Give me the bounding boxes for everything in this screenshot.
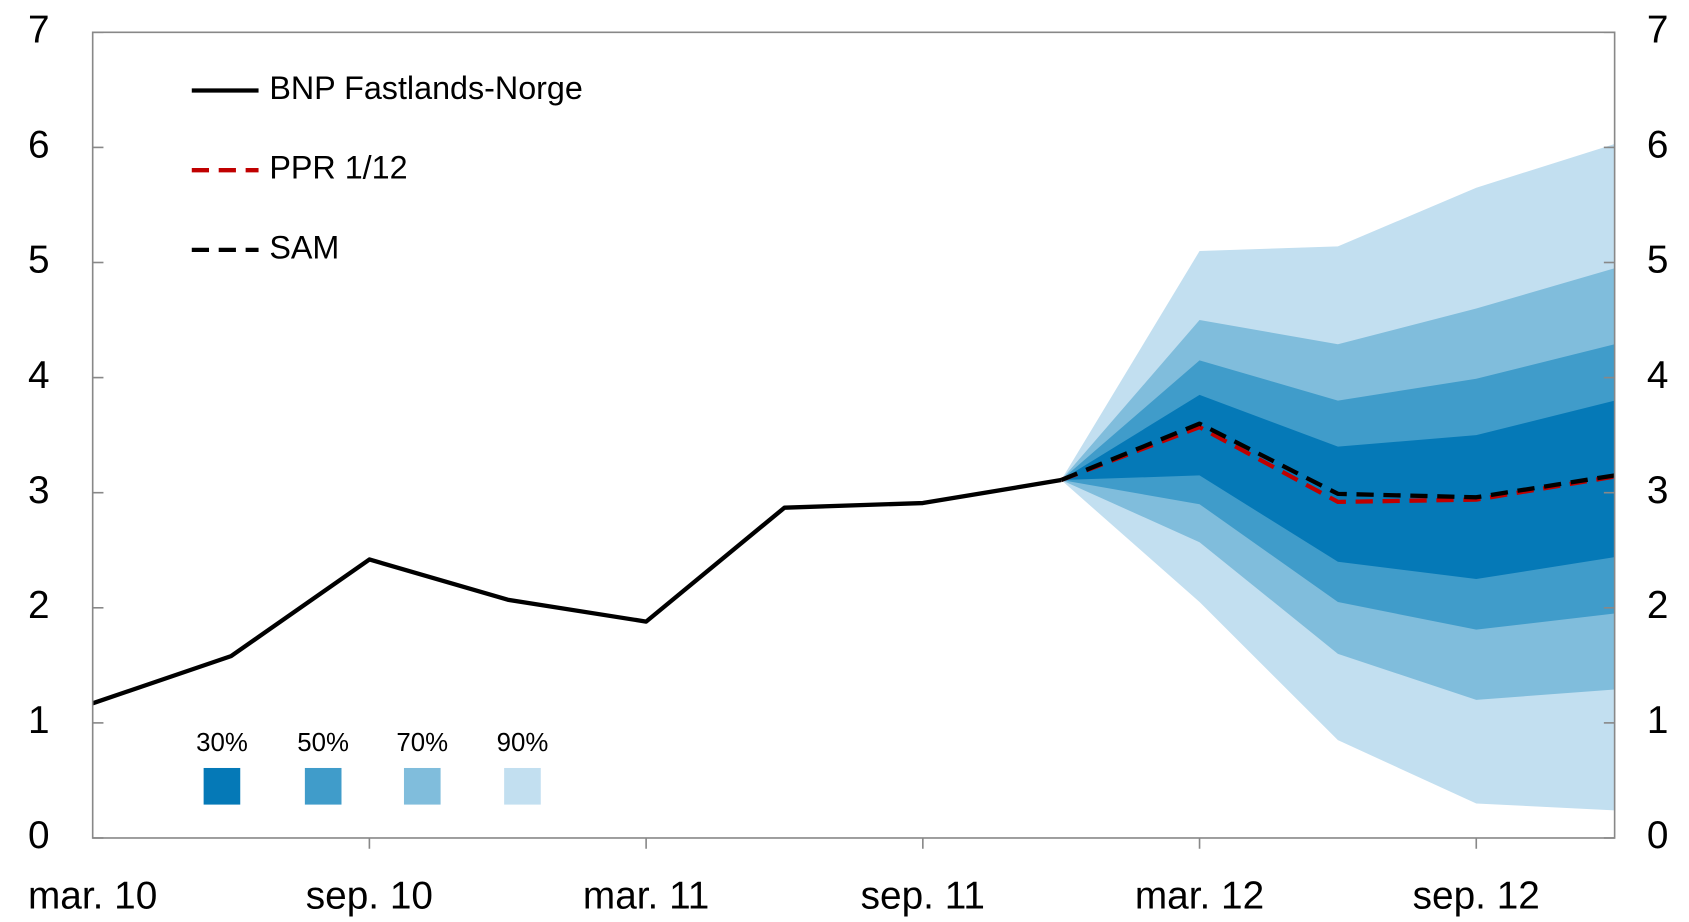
band-legend-swatch bbox=[203, 767, 241, 805]
legend-label: PPR 1/12 bbox=[269, 150, 407, 186]
x-tick-label: mar. 10 bbox=[28, 875, 157, 918]
fan-band bbox=[1061, 394, 1615, 580]
y-tick-label: 3 bbox=[28, 469, 50, 512]
y-tick-label: 5 bbox=[28, 239, 50, 282]
legend-label: BNP Fastlands-Norge bbox=[269, 70, 583, 106]
band-legend-label: 70% bbox=[396, 729, 448, 757]
band-legend-label: 90% bbox=[497, 729, 549, 757]
y2-tick-label: 2 bbox=[1647, 584, 1669, 627]
plot-frame bbox=[91, 31, 1616, 839]
y2-tick-label: 6 bbox=[1647, 124, 1669, 167]
fan-bands bbox=[1061, 143, 1615, 811]
y-tick-label: 6 bbox=[28, 124, 50, 167]
y-tick-label: 1 bbox=[28, 699, 50, 742]
y2-tick-label: 4 bbox=[1647, 354, 1669, 397]
x-tick-label: sep. 12 bbox=[1413, 875, 1540, 918]
y-tick-label: 2 bbox=[28, 584, 50, 627]
x-tick-label: mar. 12 bbox=[1135, 875, 1264, 918]
band-legend-swatch bbox=[304, 767, 342, 805]
x-tick-label: sep. 11 bbox=[861, 875, 985, 918]
x-tick-label: mar. 11 bbox=[583, 875, 709, 918]
y2-tick-label: 0 bbox=[1647, 814, 1669, 857]
band-legend-swatch bbox=[504, 767, 541, 805]
x-tick-label: sep. 10 bbox=[306, 875, 433, 918]
y2-tick-label: 1 bbox=[1647, 699, 1669, 742]
y2-tick-label: 5 bbox=[1647, 239, 1669, 282]
y2-tick-label: 3 bbox=[1647, 469, 1669, 512]
band-legend-label: 30% bbox=[196, 729, 248, 757]
legend-label: SAM bbox=[269, 229, 339, 265]
band-legend-swatch bbox=[403, 767, 441, 805]
y2-tick-label: 7 bbox=[1647, 9, 1669, 52]
lines bbox=[91, 421, 1615, 706]
y-tick-label: 0 bbox=[28, 814, 50, 857]
legend: BNP Fastlands-Norge PPR 1/12 SAM 30% 50% 70% 9… bbox=[191, 70, 583, 805]
y-tick-label: 4 bbox=[28, 354, 50, 397]
axes: 0 1 2 3 4 5 6 7 0 1 2 3 4 5 6 7 mar. 10 sep. 10 mar. 11 sep… bbox=[28, 9, 1668, 918]
y-tick-label: 7 bbox=[28, 9, 50, 52]
band-legend-label: 50% bbox=[297, 729, 349, 757]
line-series bbox=[91, 477, 1062, 706]
line-series bbox=[1060, 421, 1615, 500]
